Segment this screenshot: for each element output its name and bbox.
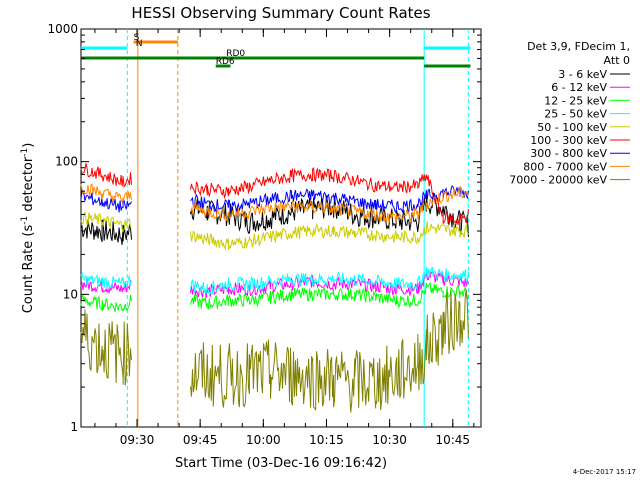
plot-frame <box>80 28 482 428</box>
annot-label-0: S <box>134 33 140 43</box>
x-tick-label-1: 09:45 <box>183 433 218 447</box>
x-tick-label-5: 10:45 <box>435 433 470 447</box>
legend-label-8: 7000 - 20000 keV <box>509 174 607 187</box>
legend-label-4: 50 - 100 keV <box>537 121 607 134</box>
annot-label-3: RD6 <box>216 57 235 67</box>
series-line-5-0 <box>80 163 132 188</box>
series-group <box>80 163 469 413</box>
y-axis-label-sup: -1 <box>20 216 30 225</box>
y-tick-label-3: 1000 <box>47 22 78 36</box>
x-tick-label-2: 10:00 <box>246 433 281 447</box>
series-line-6-1 <box>190 185 469 214</box>
legend-label-3: 25 - 50 keV <box>544 108 607 121</box>
legend-label-0: 3 - 6 keV <box>558 68 607 81</box>
legend-header-1: Det 3,9, FDecim 1, <box>527 40 630 53</box>
footer-timestamp: 4-Dec-2017 15:17 <box>572 468 636 476</box>
y-tick-label-1: 10 <box>63 287 78 301</box>
series-line-7-1 <box>190 185 469 224</box>
series-line-7-0 <box>80 183 132 204</box>
legend-label-5: 100 - 300 keV <box>530 134 607 147</box>
legend-label-6: 300 - 800 keV <box>530 147 607 160</box>
x-tick-label-3: 10:15 <box>309 433 344 447</box>
series-line-8-1 <box>190 289 469 413</box>
y-axis-label: Count Rate (s-1 detector-1) <box>20 143 36 314</box>
legend-header-2: Att 0 <box>604 54 630 67</box>
chart-title: HESSI Observing Summary Count Rates <box>131 4 430 22</box>
series-line-1-1 <box>190 269 469 298</box>
y-tick-label-0: 1 <box>70 420 78 434</box>
series-line-5-1 <box>190 166 469 226</box>
series-line-3-1 <box>190 266 469 297</box>
annot-label-1: N <box>136 39 143 49</box>
y-axis-label-mid: detector <box>21 156 36 216</box>
legend-label-7: 800 - 7000 keV <box>523 160 607 173</box>
vertical-markers <box>126 29 469 427</box>
annot-label-2: RD0 <box>226 49 245 59</box>
series-line-3-0 <box>80 271 132 289</box>
series-line-2-0 <box>80 293 132 313</box>
y-axis-ticks: 1 10 100 1000 <box>47 22 481 434</box>
x-tick-label-4: 10:30 <box>372 433 407 447</box>
legend-label-1: 6 - 12 keV <box>551 81 607 94</box>
series-line-1-0 <box>80 278 132 295</box>
y-axis-label-end: ) <box>21 143 36 148</box>
series-line-6-0 <box>80 191 132 213</box>
series-line-8-0 <box>80 309 132 386</box>
y-axis-label-main: Count Rate (s <box>21 225 36 314</box>
x-axis-label: Start Time (03-Dec-16 09:16:42) <box>175 456 387 471</box>
x-tick-label-0: 09:30 <box>120 433 155 447</box>
x-axis-ticks: 09:30 09:45 10:00 10:15 10:30 10:45 <box>94 29 475 447</box>
series-line-4-0 <box>80 211 132 233</box>
y-axis-label-sup2: -1 <box>20 148 30 157</box>
y-tick-label-2: 100 <box>55 155 78 169</box>
series-line-2-1 <box>190 281 469 311</box>
series-line-4-1 <box>190 221 469 251</box>
legend-label-2: 12 - 25 keV <box>544 94 607 107</box>
